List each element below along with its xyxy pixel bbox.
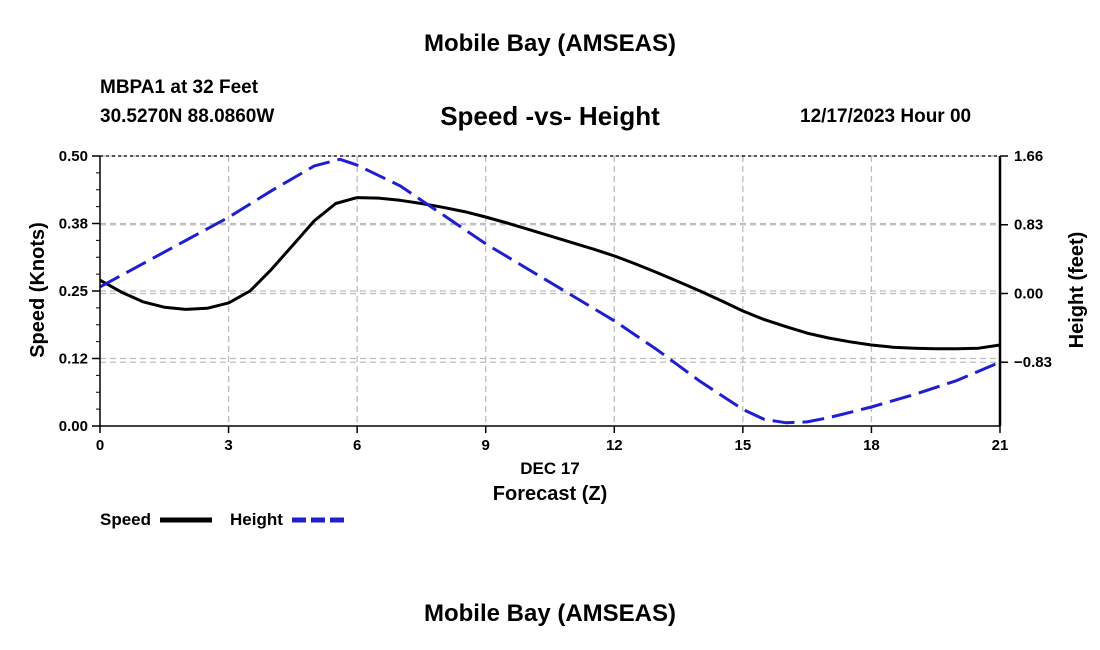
chart-subtitle: Speed -vs- Height [440,101,660,131]
y-tick-label: 0.00 [59,418,88,435]
bottom-chart-title: Mobile Bay (AMSEAS) [423,600,677,627]
x-tick-label: 0 [96,437,104,454]
y-axis-label-right: Height (feet) [1066,232,1088,349]
series-line-height [99,157,1001,425]
x-axis-date-label: DEC 17 [520,459,580,478]
legend-label-speed: Speed [100,510,151,529]
station-label: MBPA1 at 32 Feet [100,77,259,98]
y-tick-label: 0.25 [59,283,88,300]
y-tick-label: 0.12 [59,351,88,368]
x-tick-label: 12 [606,437,623,454]
legend-label-height: Height [230,510,283,529]
x-tick-label: 3 [224,437,232,454]
x-axis-label: Forecast (Z) [493,483,607,505]
y-axis-label-left: Speed (Knots) [27,222,49,358]
x-tick-label: 18 [863,437,880,454]
y-right-tick-label: 0.00 [1014,285,1043,302]
coordinates-label: 30.5270N 88.0860W [100,106,275,127]
y-tick-label: 0.38 [59,216,88,233]
y-right-tick-label: 1.66 [1014,148,1043,165]
legend: Speed Height [100,510,344,529]
series-line-speed [99,196,1001,351]
x-tick-label: 9 [482,437,490,454]
chart-title: Mobile Bay (AMSEAS) [423,30,677,57]
y-right-tick-label: 0.83 [1014,217,1043,234]
x-tick-label: 6 [353,437,361,454]
y-right-tick-label: −0.83 [1014,354,1052,371]
x-tick-label: 15 [735,437,752,454]
y-tick-label: 0.50 [59,148,88,165]
x-tick-label: 21 [992,437,1009,454]
forecast-datetime: 12/17/2023 Hour 00 [800,106,972,127]
